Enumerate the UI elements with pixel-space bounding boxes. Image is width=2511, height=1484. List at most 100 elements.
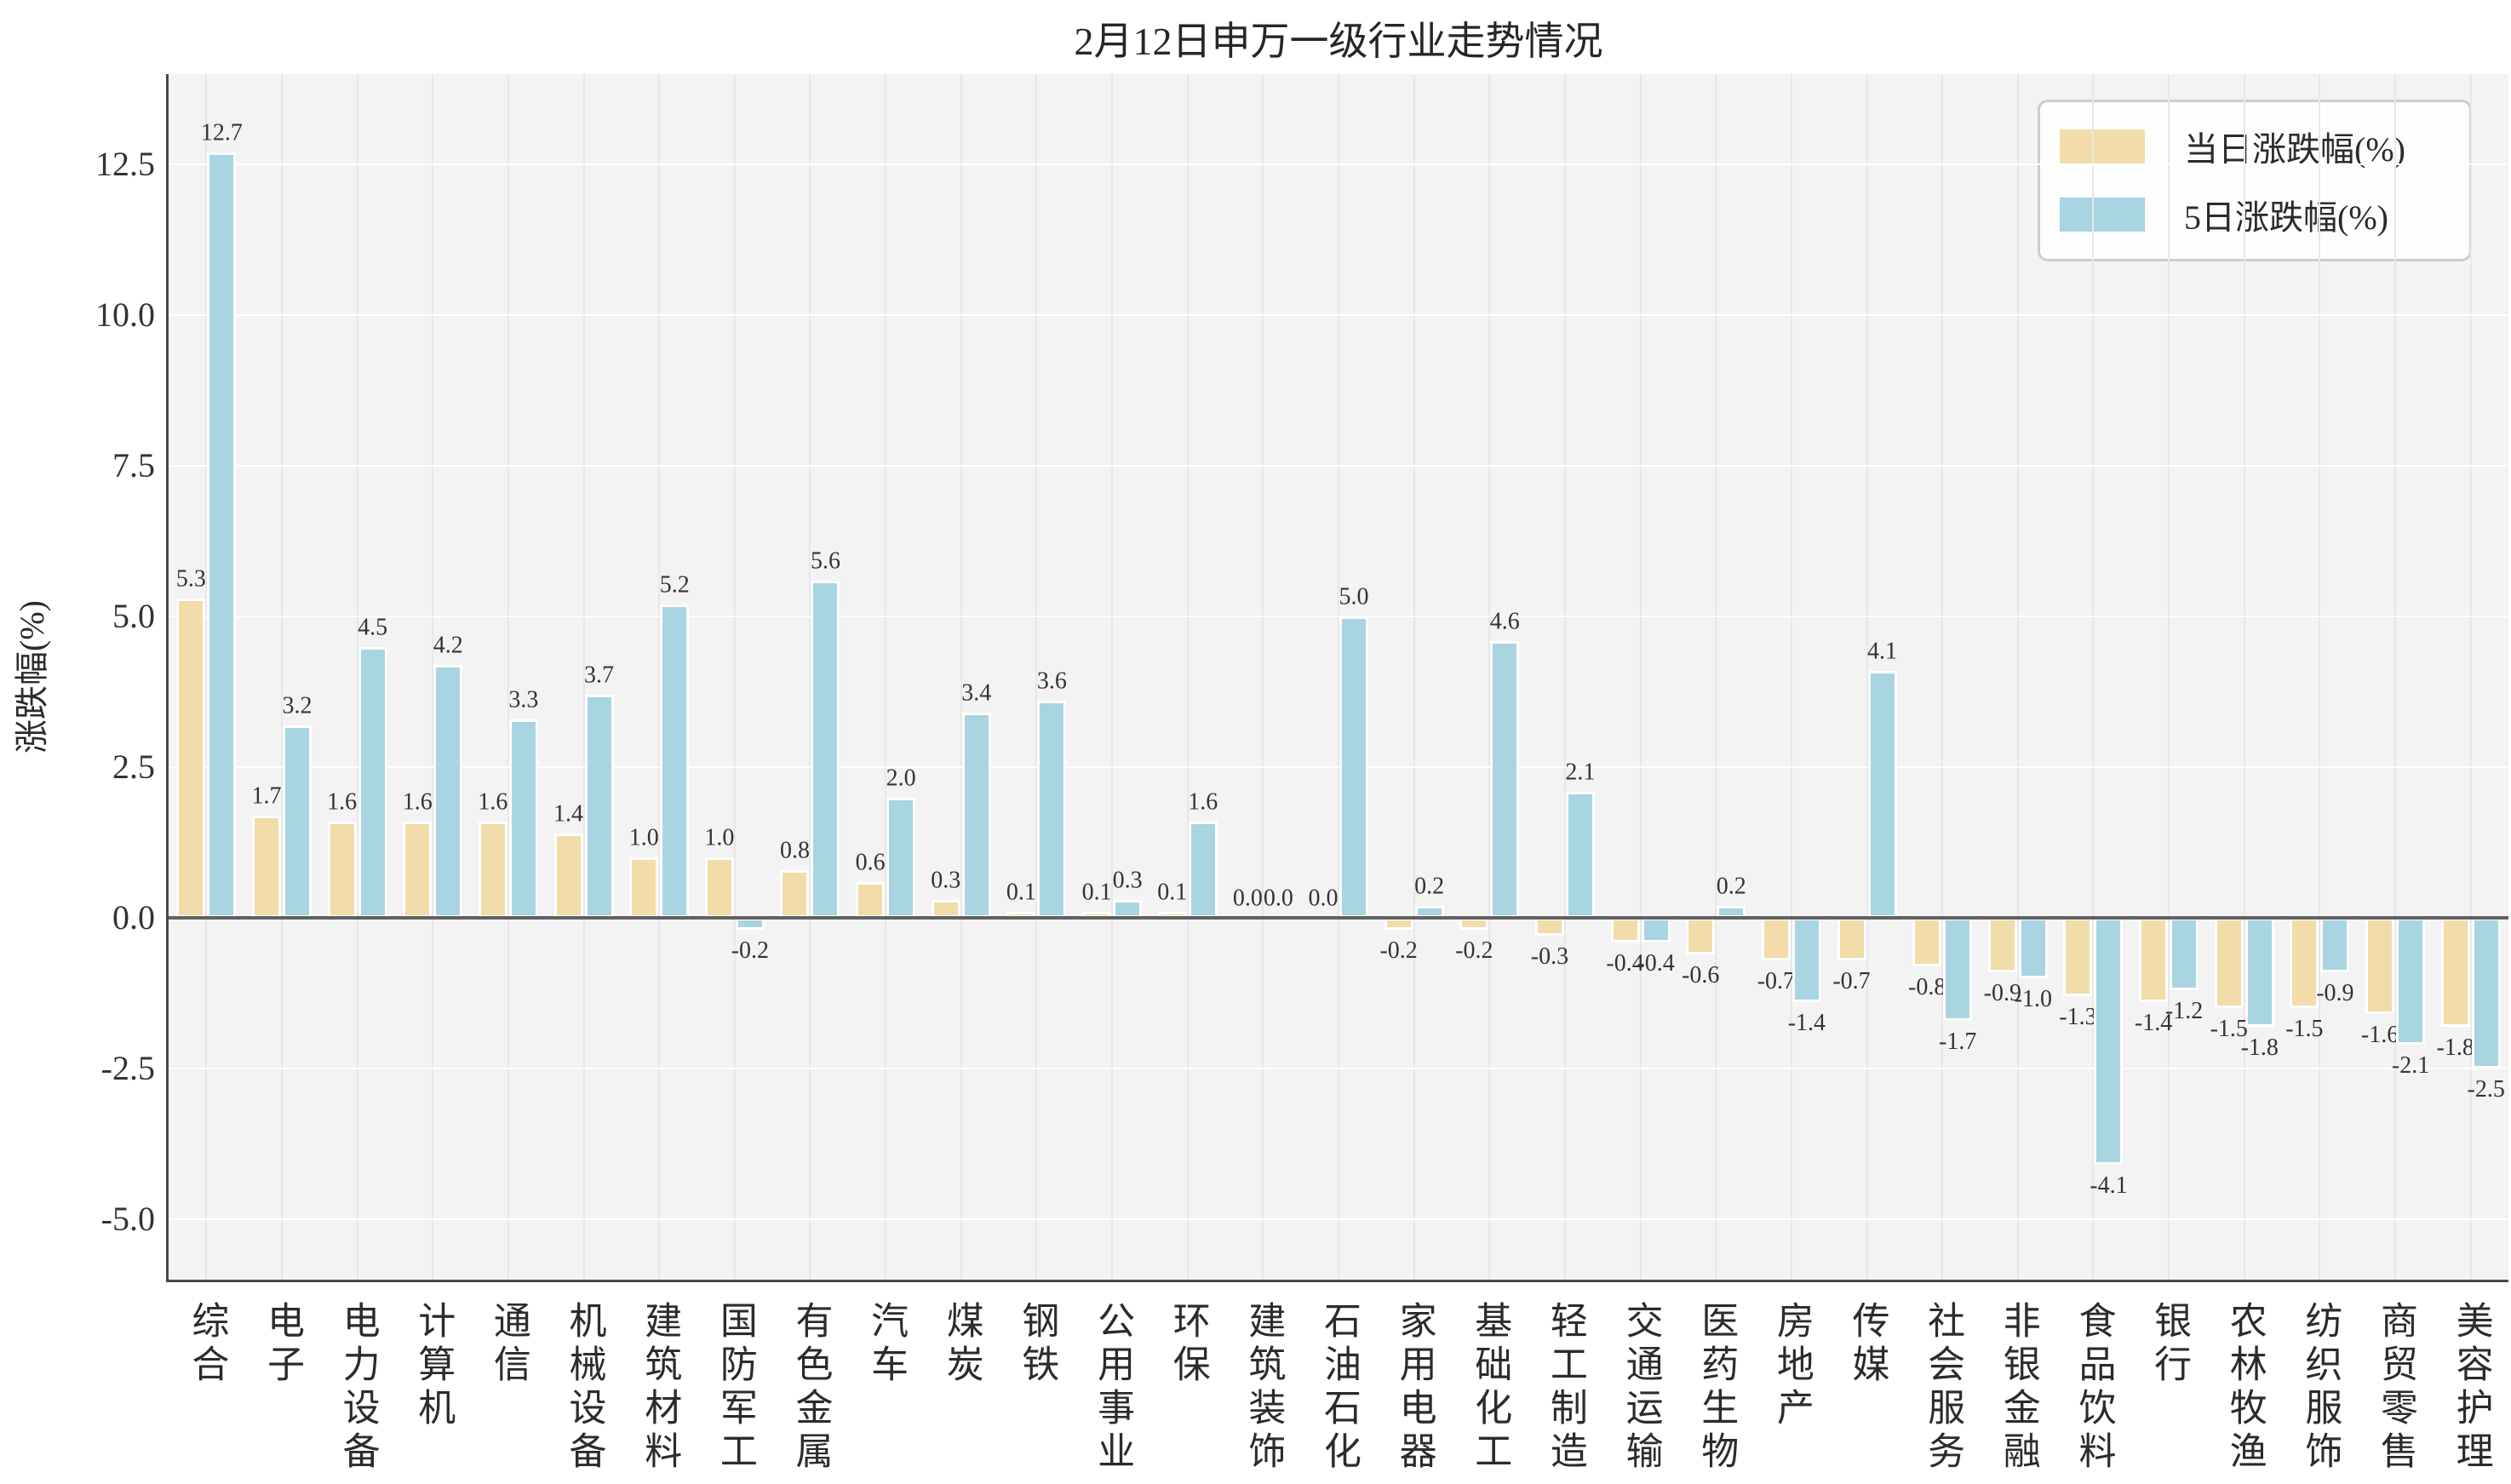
x-tick-label-1: 电子 — [261, 1301, 303, 1388]
value-label-daily-2: 1.6 — [327, 788, 358, 816]
bar-5day-5 — [584, 695, 614, 919]
x-tick-label-5: 机械设备 — [563, 1301, 605, 1475]
value-label-5day-26: -1.2 — [2164, 998, 2204, 1025]
x-tick-label-0: 综合 — [186, 1301, 228, 1388]
value-label-5day-10: 3.4 — [961, 680, 992, 708]
y-tick-label-7.5: 7.5 — [112, 446, 155, 485]
bar-daily-10 — [931, 899, 960, 919]
grid-line-x-4 — [507, 74, 509, 1280]
value-label-daily-22: -0.7 — [1832, 967, 1871, 994]
value-label-daily-20: -0.6 — [1682, 961, 1720, 988]
x-axis-spine — [166, 1280, 2508, 1282]
value-label-daily-16: -0.2 — [1379, 937, 1418, 965]
legend: 当日涨跌幅(%) 5日涨跌幅(%) — [2038, 100, 2472, 261]
x-tick-label-6: 建筑材料 — [639, 1301, 681, 1475]
legend-item-daily: 当日涨跌幅(%) — [2060, 122, 2469, 171]
bar-daily-3 — [403, 821, 433, 919]
value-label-daily-28: -1.5 — [2285, 1016, 2324, 1043]
y-tick-label--2.5: -2.5 — [100, 1049, 155, 1088]
y-tick-label--5: -5.0 — [100, 1200, 155, 1239]
x-tick-label-21: 房地产 — [1770, 1301, 1813, 1431]
grid-line-x-18 — [1563, 74, 1566, 1280]
value-label-daily-27: -1.5 — [2210, 1016, 2248, 1043]
bar-5day-21 — [1792, 918, 1821, 1003]
value-label-5day-21: -1.4 — [1787, 1010, 1826, 1037]
legend-label-daily: 当日涨跌幅(%) — [2184, 129, 2405, 169]
bar-5day-19 — [1641, 918, 1671, 943]
value-label-daily-19: -0.4 — [1606, 949, 1644, 977]
value-label-5day-9: 2.0 — [886, 765, 916, 792]
grid-line-x-20 — [1715, 74, 1717, 1280]
value-label-daily-21: -0.7 — [1757, 967, 1796, 994]
value-label-daily-17: -0.2 — [1455, 937, 1493, 965]
value-label-5day-2: 4.5 — [358, 614, 388, 641]
legend-item-5day: 5日涨跌幅(%) — [2060, 190, 2469, 239]
grid-line-x-30 — [2469, 74, 2472, 1280]
bar-daily-28 — [2290, 918, 2319, 1009]
value-label-daily-15: 0.0 — [1308, 885, 1339, 912]
bar-5day-25 — [2094, 918, 2124, 1166]
value-label-daily-11: 0.1 — [1006, 879, 1036, 906]
value-label-daily-14: 0.0 — [1232, 885, 1263, 912]
bar-daily-22 — [1837, 918, 1866, 960]
bar-5day-6 — [660, 604, 690, 919]
value-label-5day-6: 5.2 — [659, 571, 690, 599]
grid-line-x-24 — [2016, 74, 2019, 1280]
bar-daily-26 — [2139, 918, 2169, 1003]
value-label-5day-7: -0.2 — [731, 937, 769, 965]
grid-line-y-10 — [169, 314, 2508, 317]
value-label-5day-11: 3.6 — [1036, 668, 1067, 695]
x-tick-label-29: 商贸零售 — [2375, 1301, 2417, 1475]
grid-line-x-6 — [658, 74, 661, 1280]
y-tick-label-5: 5.0 — [112, 597, 155, 636]
value-label-daily-25: -1.3 — [2059, 1004, 2097, 1031]
value-label-daily-7: 1.0 — [704, 825, 735, 851]
grid-line-x-17 — [1488, 74, 1491, 1280]
x-tick-label-20: 医药生物 — [1695, 1301, 1738, 1475]
x-tick-label-19: 交通运输 — [1620, 1301, 1662, 1475]
bar-5day-12 — [1113, 899, 1143, 919]
value-label-daily-4: 1.6 — [478, 788, 508, 816]
value-label-daily-29: -1.6 — [2360, 1022, 2399, 1049]
bar-daily-9 — [856, 881, 886, 919]
bar-5day-30 — [2471, 918, 2501, 1069]
grid-line-x-26 — [2168, 74, 2170, 1280]
x-tick-label-28: 纺织服饰 — [2299, 1301, 2342, 1475]
value-label-5day-30: -2.5 — [2467, 1076, 2505, 1103]
bar-5day-3 — [433, 664, 463, 919]
x-tick-label-10: 煤炭 — [940, 1301, 983, 1388]
value-label-daily-23: -0.8 — [1907, 973, 1946, 1000]
x-tick-label-27: 农林牧渔 — [2223, 1301, 2266, 1475]
grid-line-x-19 — [1639, 74, 1642, 1280]
grid-line-x-21 — [1790, 74, 1792, 1280]
value-label-5day-29: -2.1 — [2391, 1051, 2430, 1079]
bar-5day-2 — [358, 646, 387, 919]
bar-5day-9 — [886, 797, 916, 919]
value-label-daily-10: 0.3 — [931, 867, 961, 894]
x-tick-label-4: 通信 — [487, 1301, 530, 1388]
grid-line-x-1 — [280, 74, 283, 1280]
grid-line-x-22 — [1866, 74, 1868, 1280]
x-tick-label-15: 石油石化 — [1318, 1301, 1360, 1475]
value-label-daily-9: 0.6 — [855, 849, 886, 876]
legend-swatch-daily — [2060, 129, 2145, 163]
value-label-5day-12: 0.3 — [1112, 867, 1143, 894]
x-tick-label-16: 家用电器 — [1393, 1301, 1436, 1475]
x-tick-label-22: 传媒 — [1846, 1301, 1889, 1388]
x-tick-label-26: 银行 — [2148, 1301, 2191, 1388]
grid-line-x-8 — [809, 74, 811, 1280]
bar-daily-2 — [327, 821, 357, 919]
value-label-daily-5: 1.4 — [553, 800, 584, 828]
bar-5day-7 — [735, 918, 765, 931]
bar-daily-18 — [1534, 918, 1564, 937]
grid-line-x-11 — [1035, 74, 1038, 1280]
x-tick-label-3: 计算机 — [412, 1301, 455, 1431]
bar-daily-29 — [2365, 918, 2395, 1015]
x-tick-label-12: 公用事业 — [1092, 1301, 1134, 1475]
legend-swatch-5day — [2060, 198, 2145, 232]
bar-daily-7 — [704, 857, 734, 919]
grid-line-x-5 — [582, 74, 585, 1280]
grid-line-x-13 — [1186, 74, 1189, 1280]
bar-5day-23 — [1943, 918, 1973, 1021]
